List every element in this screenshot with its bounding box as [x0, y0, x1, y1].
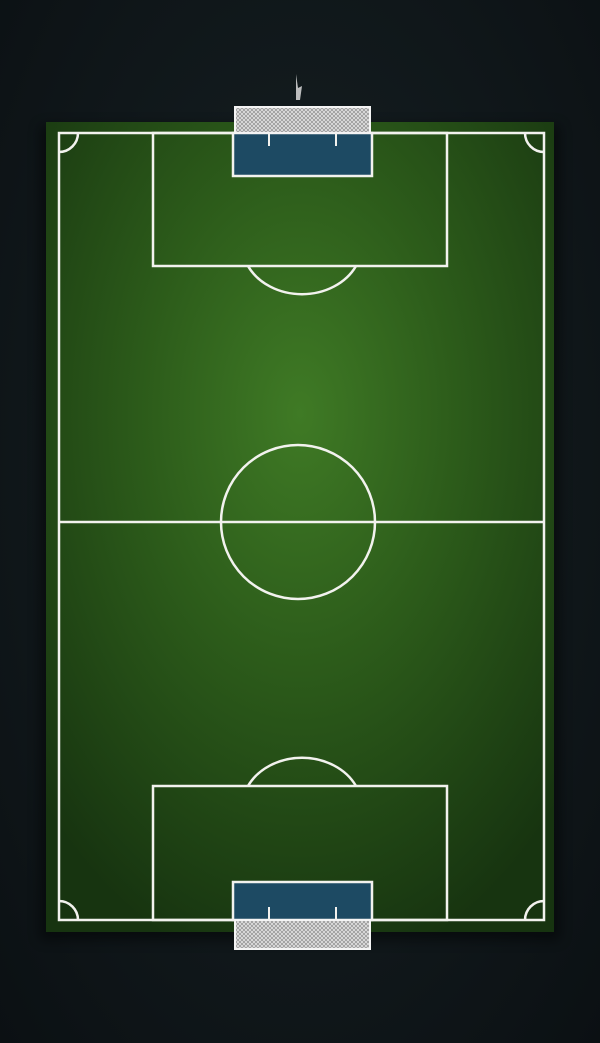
corner-arc-top-left: [58, 132, 80, 154]
corner-arc-bottom-right: [523, 899, 545, 921]
top-goal: [231, 74, 374, 178]
top-penalty-arc: [246, 265, 358, 296]
corner-arc-top-right: [523, 132, 545, 154]
top-goal-net: [234, 106, 371, 134]
figure-icon: [296, 74, 302, 100]
bottom-goal: [231, 880, 374, 950]
top-goal-area: [231, 131, 374, 178]
bottom-penalty-arc: [246, 756, 358, 787]
center-circle: [219, 443, 377, 601]
bottom-goal-area: [231, 880, 374, 922]
corner-arc-bottom-left: [58, 899, 80, 921]
turf: [46, 122, 554, 932]
bottom-goal-net: [234, 919, 371, 950]
